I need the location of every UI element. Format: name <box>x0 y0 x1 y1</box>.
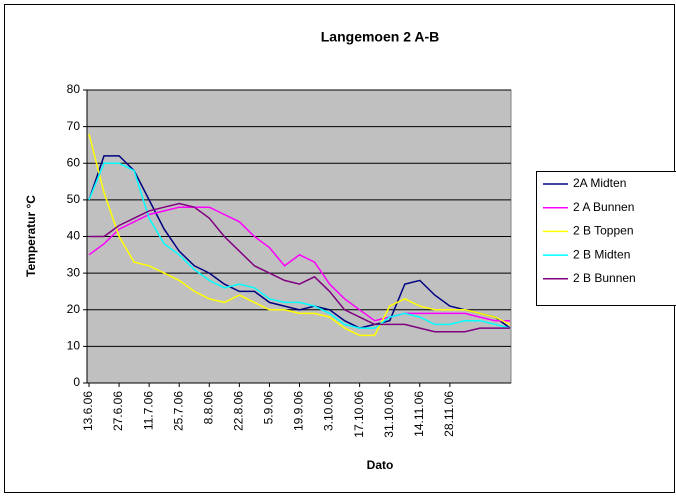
x-axis-title: Dato <box>367 458 394 472</box>
series-line <box>88 155 511 329</box>
y-tick-label: 80 <box>67 82 81 96</box>
legend: 2A Midten 2 A Bunnen 2 B Toppen 2 B Midten 2… <box>536 171 676 306</box>
y-tick-label: 0 <box>73 375 80 389</box>
legend-label: 2 B Bunnen <box>573 271 636 285</box>
y-tick-label: 20 <box>67 302 81 316</box>
x-tick-label: 17.10.06 <box>352 391 366 438</box>
x-tick-label: 8.8.06 <box>201 391 215 425</box>
series-line <box>88 206 510 322</box>
x-tick-label: 11.7.06 <box>141 391 155 430</box>
x-tick-label: 28.11.06 <box>442 391 456 437</box>
chart-title: Langemoen 2 A-B <box>321 29 440 45</box>
legend-label: 2 B Midten <box>573 247 630 261</box>
x-tick-label: 19.9.06 <box>292 391 306 431</box>
y-axis-title: Temperatur °C <box>24 195 38 277</box>
legend-label: 2 A Bunnen <box>573 200 634 214</box>
series-line <box>88 162 511 329</box>
y-tick-label: 70 <box>67 119 81 133</box>
y-tick-label: 60 <box>67 155 81 169</box>
legend-label: 2A Midten <box>573 176 626 190</box>
legend-box <box>536 171 676 306</box>
x-tick-label: 14.11.06 <box>412 391 426 437</box>
legend-label: 2 B Toppen <box>573 224 634 238</box>
series-line <box>88 133 511 337</box>
y-tick-label: 50 <box>67 192 81 206</box>
y-tick-label: 30 <box>67 265 81 279</box>
x-tick-label: 27.6.06 <box>111 391 125 431</box>
x-tick-label: 5.9.06 <box>262 391 276 425</box>
x-tick-label: 31.10.06 <box>382 391 396 438</box>
y-tick-label: 40 <box>67 229 81 243</box>
x-tick-label: 22.8.06 <box>232 391 246 431</box>
y-tick-label: 10 <box>67 339 81 353</box>
x-tick-label: 13.6.06 <box>81 391 95 431</box>
series-line <box>89 202 510 333</box>
x-tick-label: 25.7.06 <box>171 391 185 431</box>
x-tick-label: 3.10.06 <box>322 391 336 431</box>
